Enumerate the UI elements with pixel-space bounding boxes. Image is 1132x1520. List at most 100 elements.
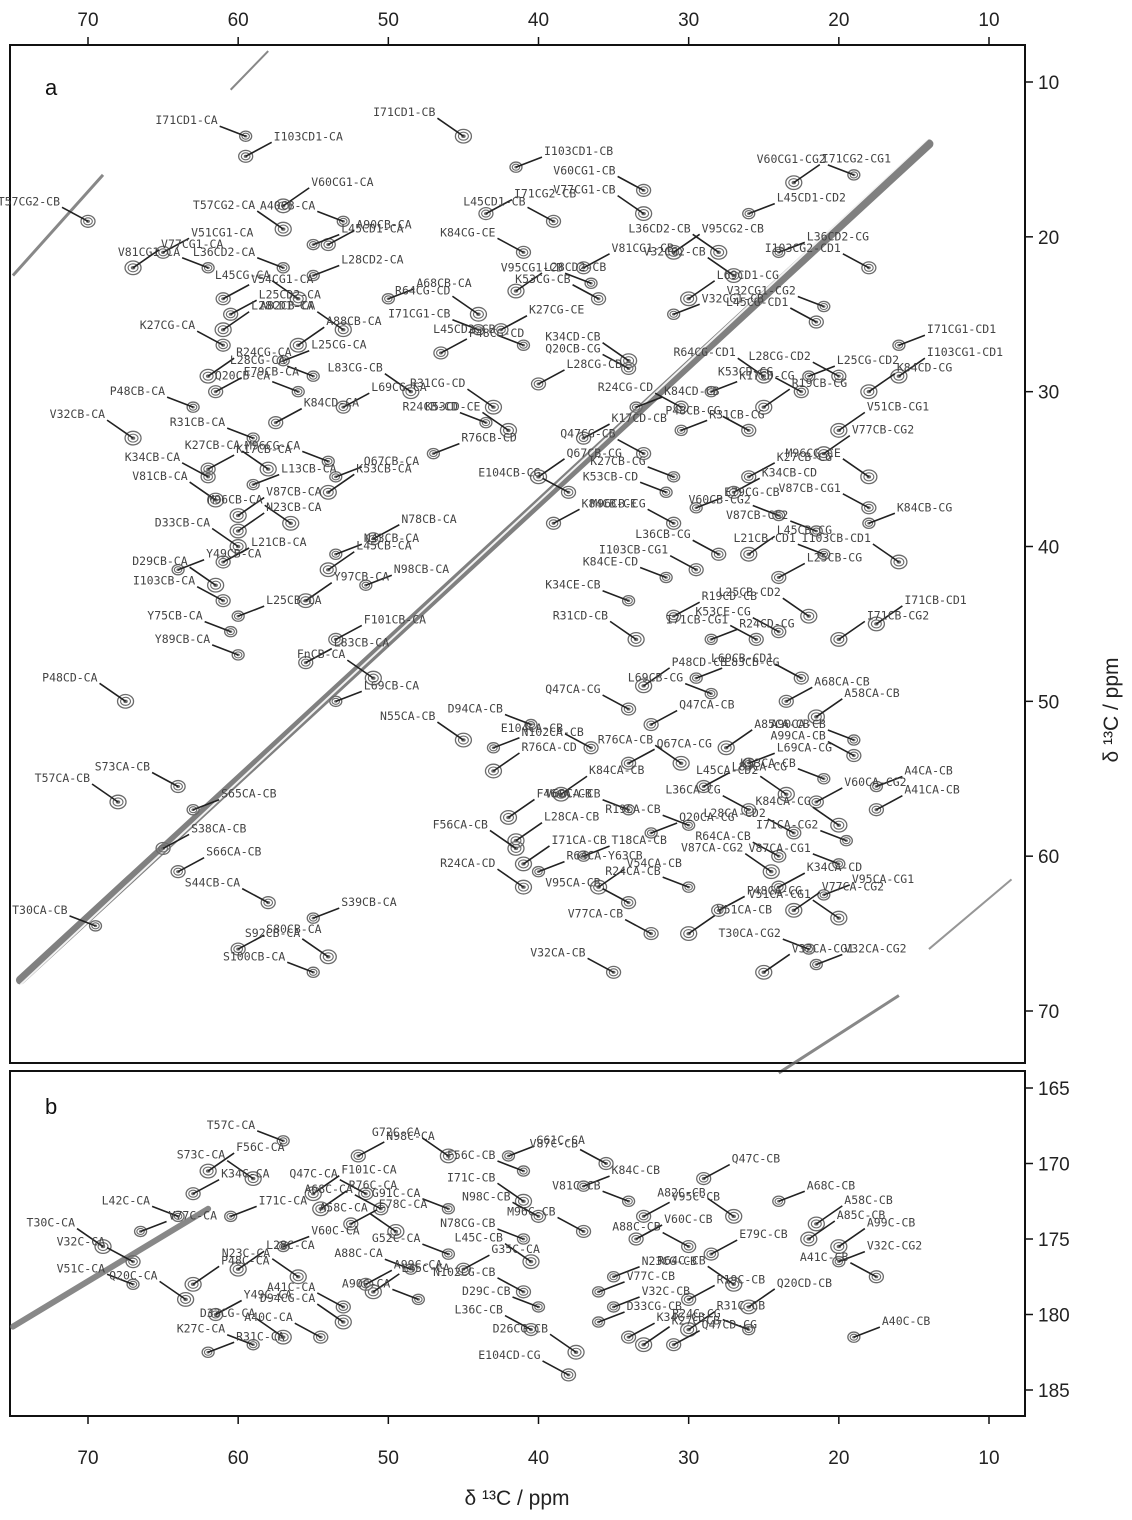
peak-label: V32CB-CA bbox=[50, 407, 105, 421]
y-tick-label: 40 bbox=[1038, 538, 1059, 559]
peak-leader-line bbox=[372, 1273, 400, 1293]
peak-leader-line bbox=[301, 938, 329, 958]
peak-label: S66CA-CB bbox=[206, 845, 261, 859]
peak-leader-line bbox=[207, 454, 235, 470]
peak-leader-line bbox=[875, 605, 903, 625]
peak-label: V77CB-CG2 bbox=[852, 423, 914, 437]
peak-label: I71CB-CG2 bbox=[867, 608, 929, 622]
peak-marker bbox=[892, 339, 906, 351]
peak-marker bbox=[365, 532, 381, 546]
peak-leader-line bbox=[707, 256, 735, 277]
peak-marker bbox=[306, 370, 320, 382]
y-axis-title: δ ¹³C / ppm bbox=[1100, 657, 1123, 762]
peak-leader-line bbox=[583, 423, 610, 439]
peak-label: L69CD1-CG bbox=[717, 268, 779, 282]
peak-label: V54CG1-CA bbox=[251, 272, 313, 286]
peak-label: K17CD-CG bbox=[739, 369, 794, 383]
peak-leader-line bbox=[692, 233, 720, 253]
peak-leader-line bbox=[497, 237, 524, 254]
peak-label: K34CE-CB bbox=[545, 578, 600, 592]
peak-label: A40CB-CA bbox=[260, 198, 315, 212]
peak-label: V60CG1-CA bbox=[311, 175, 373, 189]
peak-label: I103CG2-CD1 bbox=[765, 241, 841, 255]
peak-marker bbox=[665, 244, 683, 260]
peak-leader-line bbox=[688, 914, 716, 935]
peak-leader-line bbox=[342, 392, 370, 408]
peak-leader-line bbox=[729, 624, 757, 641]
peak-label: I71CD1-CA bbox=[155, 113, 217, 127]
peak-leader-line bbox=[230, 1205, 257, 1218]
peak-leader-line bbox=[643, 1326, 671, 1346]
peak-label: Q47CG-CB bbox=[560, 427, 615, 441]
peak-leader-line bbox=[504, 1314, 532, 1331]
panel-b-frame bbox=[9, 1070, 1026, 1417]
peak-leader-line bbox=[357, 1141, 385, 1157]
peak-label: R31C-CA bbox=[236, 1329, 285, 1343]
peak-label: E79CB-CA bbox=[244, 365, 299, 379]
peak-leader-line bbox=[815, 787, 843, 803]
peak-leader-line bbox=[692, 539, 720, 555]
peak-label: K53CD-CE bbox=[425, 399, 480, 413]
peak-leader-line bbox=[189, 566, 217, 586]
peak-marker bbox=[514, 856, 533, 872]
peak-label: V95CG2-CB bbox=[702, 221, 764, 235]
peak-label: N78CG-CB bbox=[440, 1216, 495, 1230]
peak-leader-line bbox=[256, 210, 284, 230]
peak-leader-line bbox=[384, 1258, 412, 1270]
peak-label: D33CG-CB bbox=[627, 1299, 682, 1313]
peak-leader-line bbox=[662, 1231, 690, 1248]
peak-label: M96C-CB bbox=[507, 1204, 556, 1218]
peak-label: R31CB-CG bbox=[709, 407, 764, 421]
peak-leader-line bbox=[872, 543, 900, 563]
peak-label: K34C-CB bbox=[657, 1310, 706, 1324]
peak-label: S92CB-CA bbox=[245, 926, 300, 940]
peak-leader-line bbox=[237, 512, 265, 532]
peak-leader-line bbox=[823, 434, 851, 455]
peak-marker bbox=[575, 431, 592, 445]
peak-leader-line bbox=[748, 202, 776, 215]
peak-leader-line bbox=[177, 856, 205, 873]
peak-label: T57CG2-CA bbox=[193, 198, 255, 212]
peak-leader-line bbox=[365, 574, 393, 586]
peak-label: T30CA-CB bbox=[12, 903, 67, 917]
x-axis-title: δ ¹³C / ppm bbox=[464, 1487, 569, 1510]
peak-leader-line bbox=[365, 1269, 393, 1286]
peak-label: I71C-CB bbox=[447, 1170, 496, 1184]
peak-leader-line bbox=[192, 1265, 220, 1285]
peak-leader-line bbox=[695, 667, 723, 679]
peak-leader-line bbox=[823, 884, 851, 896]
peak-label: N102CG-CB bbox=[433, 1265, 495, 1279]
peak-label: A41C-CA bbox=[267, 1280, 316, 1294]
peak-label: E104CD-CG bbox=[478, 1348, 540, 1362]
peak-leader-line bbox=[192, 1178, 220, 1195]
peak-leader-line bbox=[710, 380, 738, 393]
peak-label: K53CB-CD bbox=[583, 469, 638, 483]
peak-label: L69CB-CA bbox=[364, 678, 419, 692]
peak-label: R19CB-CG bbox=[792, 376, 847, 390]
peak-label: K27CB-CA bbox=[185, 438, 240, 452]
peak-leader-line bbox=[598, 868, 626, 888]
peak-leader-line bbox=[643, 667, 671, 687]
peak-leader-line bbox=[192, 798, 220, 811]
peak-label: A85C-CB bbox=[837, 1208, 886, 1222]
peak-leader-line bbox=[695, 497, 723, 509]
peak-label: M96CG-CE bbox=[785, 446, 840, 460]
peak-leader-line bbox=[782, 938, 810, 950]
peak-leader-line bbox=[583, 1175, 610, 1187]
peak-leader-line bbox=[639, 481, 667, 494]
peak-label: L36CD2-CB bbox=[628, 221, 690, 235]
peak-label: A85CA-CB bbox=[754, 717, 809, 731]
peak-leader-line bbox=[189, 481, 217, 501]
peak-marker bbox=[358, 1187, 374, 1201]
peak-leader-line bbox=[733, 477, 761, 494]
y-tick-label: 165 bbox=[1038, 1079, 1070, 1100]
peak-leader-line bbox=[215, 1299, 243, 1316]
peak-leader-line bbox=[459, 411, 487, 424]
peak-label: V87CB-CA bbox=[266, 485, 321, 499]
peak-leader-line bbox=[808, 1220, 836, 1240]
peak-marker bbox=[711, 903, 727, 917]
peak-label: L36CB-CG bbox=[635, 527, 690, 541]
peak-label: K34CB-CA bbox=[125, 450, 180, 464]
top-x-tick-label: 40 bbox=[528, 10, 549, 31]
peak-label: G35C-CA bbox=[491, 1242, 540, 1256]
